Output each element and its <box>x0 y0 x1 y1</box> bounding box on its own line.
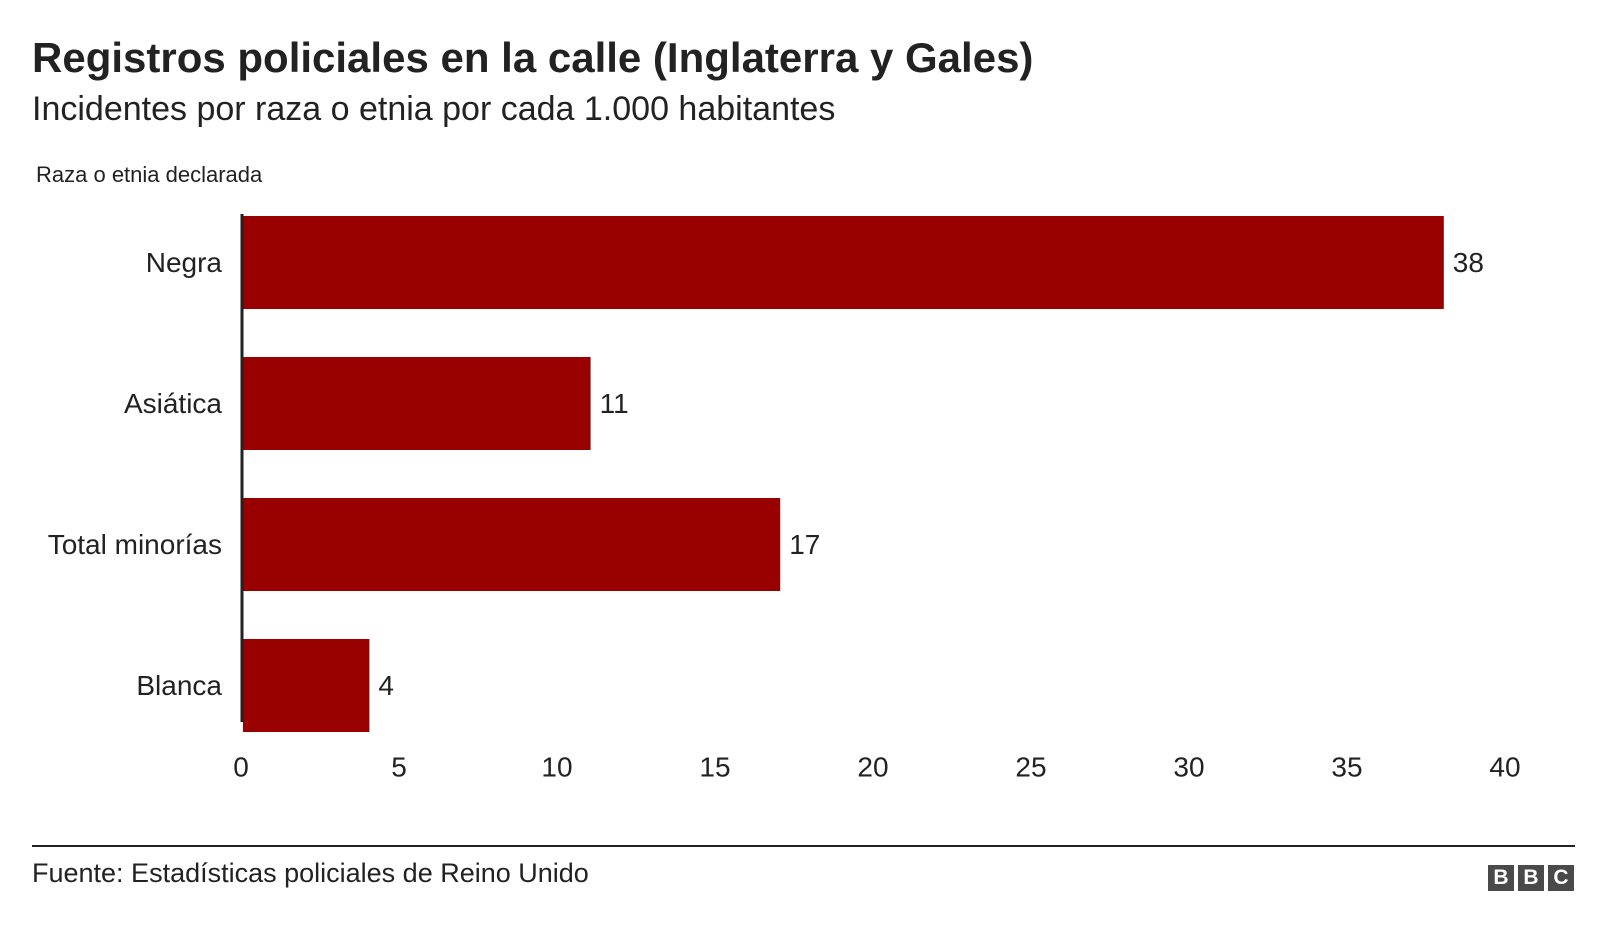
x-tick-label: 10 <box>541 752 572 783</box>
x-tick-label: 20 <box>857 752 888 783</box>
category-label: Total minorías <box>48 529 222 560</box>
data-label: 38 <box>1453 247 1484 278</box>
x-tick-label: 25 <box>1015 752 1046 783</box>
bar <box>243 357 591 450</box>
x-tick-label: 30 <box>1173 752 1204 783</box>
x-tick-label: 0 <box>233 752 249 783</box>
bar <box>243 216 1444 309</box>
x-tick-label: 40 <box>1489 752 1520 783</box>
bar <box>243 639 370 732</box>
logo-letter: B <box>1488 865 1514 891</box>
source-note: Fuente: Estadísticas policiales de Reino… <box>32 858 589 888</box>
data-label: 11 <box>600 388 629 419</box>
category-label: Asiática <box>124 388 222 419</box>
logo-letter: B <box>1518 865 1544 891</box>
category-label: Blanca <box>136 670 222 701</box>
x-tick-label: 5 <box>391 752 407 783</box>
data-label: 17 <box>789 529 820 560</box>
y-axis-label: Raza o etnia declarada <box>36 162 263 187</box>
logo-letter: C <box>1548 865 1574 891</box>
chart-title: Registros policiales en la calle (Inglat… <box>32 34 1034 81</box>
data-label: 4 <box>378 670 394 701</box>
category-label: Negra <box>146 247 223 278</box>
chart-subtitle: Incidentes por raza o etnia por cada 1.0… <box>32 90 836 128</box>
footer-divider <box>32 845 1575 847</box>
x-tick-label: 15 <box>699 752 730 783</box>
bar-chart: Negra 38 Asiática 11 Total minorías 17 Blanca 4… <box>48 214 1521 783</box>
x-tick-label: 35 <box>1331 752 1362 783</box>
bbc-logo: B B C <box>1488 865 1574 891</box>
bar <box>243 498 781 591</box>
